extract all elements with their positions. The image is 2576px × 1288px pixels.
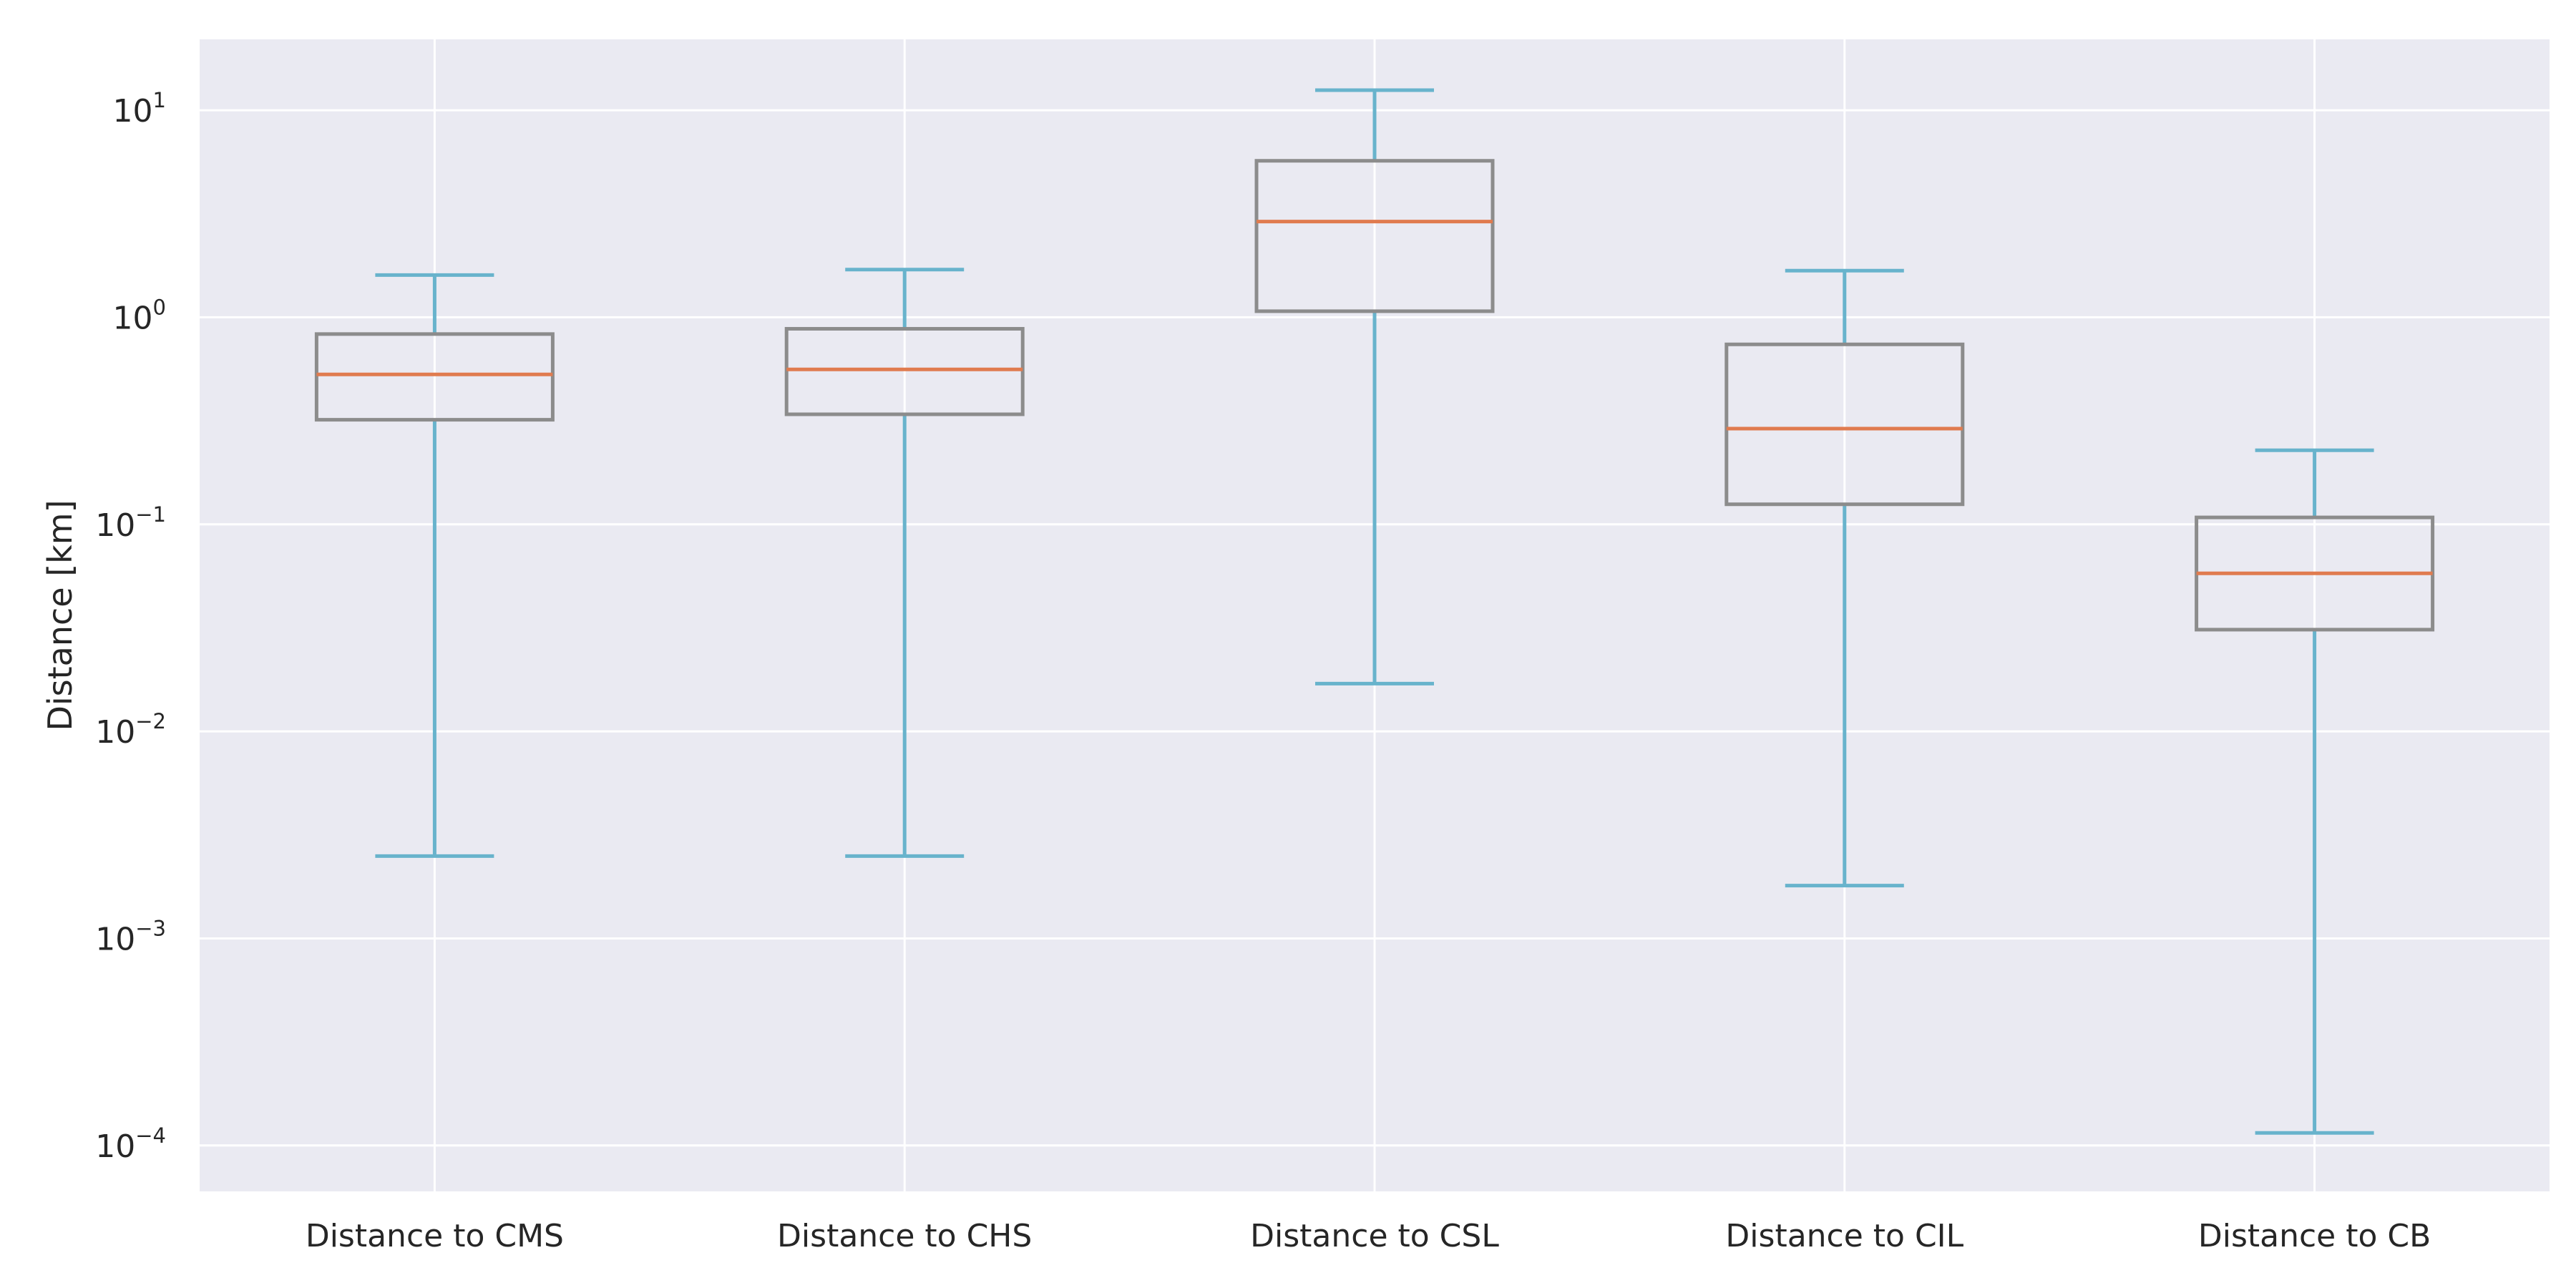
y-tick-label: 10−1	[95, 502, 166, 544]
box-2	[784, 268, 1025, 858]
iqr-box	[784, 326, 1025, 416]
iqr-box	[1254, 159, 1495, 313]
x-tick-label: Distance to CSL	[1250, 1218, 1499, 1254]
y-tick-label: 100	[113, 295, 166, 336]
iqr-box	[1724, 342, 1965, 507]
iqr-box	[314, 332, 555, 422]
x-tick-label: Distance to CB	[2198, 1218, 2431, 1254]
box-5	[2195, 448, 2435, 1135]
y-tick-label: 101	[113, 88, 166, 130]
box-1	[314, 273, 555, 858]
x-tick-label: Distance to CMS	[306, 1218, 564, 1254]
y-axis-ticks: 10−4 10−3 10−2 10−1 100 101	[95, 88, 166, 1165]
box-4	[1724, 268, 1965, 888]
x-axis-ticks: Distance to CMS Distance to CHS Distance t…	[306, 1218, 2431, 1254]
boxes	[314, 88, 2435, 1135]
x-tick-label: Distance to CHS	[777, 1218, 1032, 1254]
x-tick-label: Distance to CIL	[1725, 1218, 1963, 1254]
y-axis-label: Distance [km]	[41, 499, 79, 731]
y-tick-label: 10−3	[95, 916, 166, 957]
y-tick-label: 10−2	[95, 709, 166, 751]
y-tick-label: 10−4	[95, 1123, 166, 1165]
box-3	[1254, 88, 1495, 686]
